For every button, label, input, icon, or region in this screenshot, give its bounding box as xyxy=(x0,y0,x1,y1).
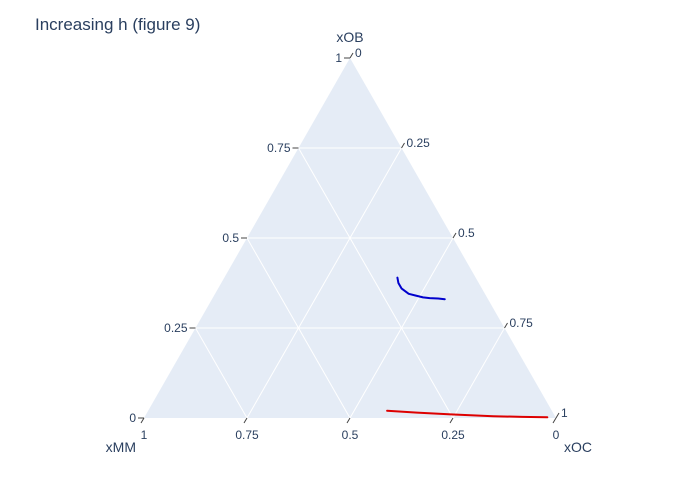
tick-label-c: 0.75 xyxy=(510,316,534,330)
tick-label-a: 0.5 xyxy=(222,231,239,245)
tick-mark-b xyxy=(140,417,145,424)
tick-mark-c xyxy=(504,322,508,329)
tick-label-c: 0.25 xyxy=(407,136,431,150)
tick-mark-b xyxy=(243,417,248,424)
tick-mark-c xyxy=(452,232,457,239)
tick-label-a: 0 xyxy=(129,411,136,425)
tick-mark-c xyxy=(349,52,354,59)
tick-label-c: 0 xyxy=(355,46,362,60)
grid-line-c xyxy=(349,237,454,419)
grid-line-c xyxy=(452,327,505,419)
tick-mark-b xyxy=(449,417,454,424)
axis-title-c: xOC xyxy=(564,439,592,455)
axis-title-a: xOB xyxy=(336,29,363,45)
tick-mark-b xyxy=(346,417,351,424)
tick-mark-c xyxy=(555,412,560,419)
grid-line-b xyxy=(195,327,248,419)
grid-line-b xyxy=(246,237,351,419)
axis-title-b: xMM xyxy=(106,439,136,455)
tick-label-b: 0.25 xyxy=(441,428,465,442)
tick-mark-b xyxy=(552,417,557,424)
tick-label-b: 1 xyxy=(141,428,148,442)
ternary-plot-area: 00.250.50.75100.250.50.75100.250.50.751x… xyxy=(106,29,592,455)
series-line-1 xyxy=(396,276,446,301)
tick-label-a: 0.75 xyxy=(267,141,291,155)
tick-label-a: 1 xyxy=(335,51,342,65)
grid-line-b xyxy=(298,147,454,419)
tick-label-a: 0.25 xyxy=(164,321,188,335)
tick-label-b: 0 xyxy=(553,428,560,442)
tick-label-c: 1 xyxy=(561,406,568,420)
grid-line-c xyxy=(246,147,402,419)
chart-title: Increasing h (figure 9) xyxy=(35,15,200,34)
series-line-2 xyxy=(386,409,549,419)
tick-label-b: 0.75 xyxy=(235,428,259,442)
tick-label-c: 0.5 xyxy=(458,226,475,240)
tick-label-b: 0.5 xyxy=(342,428,359,442)
tick-mark-c xyxy=(401,142,405,149)
